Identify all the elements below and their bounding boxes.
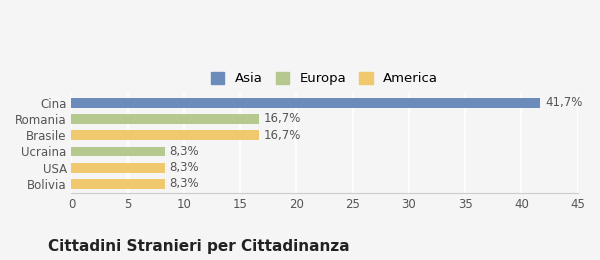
Text: 8,3%: 8,3% [169, 177, 199, 190]
Bar [71, 114, 259, 124]
Bar [71, 147, 165, 156]
Text: 8,3%: 8,3% [169, 161, 199, 174]
Text: Cittadini Stranieri per Cittadinanza: Cittadini Stranieri per Cittadinanza [48, 239, 350, 254]
Text: 8,3%: 8,3% [169, 145, 199, 158]
Legend: Asia, Europa, America: Asia, Europa, America [207, 68, 442, 89]
Text: 16,7%: 16,7% [264, 129, 301, 142]
Bar [71, 98, 541, 108]
Text: 41,7%: 41,7% [545, 96, 583, 109]
Bar [71, 130, 259, 140]
Bar [71, 179, 165, 189]
Text: 16,7%: 16,7% [264, 112, 301, 125]
Bar [71, 163, 165, 173]
